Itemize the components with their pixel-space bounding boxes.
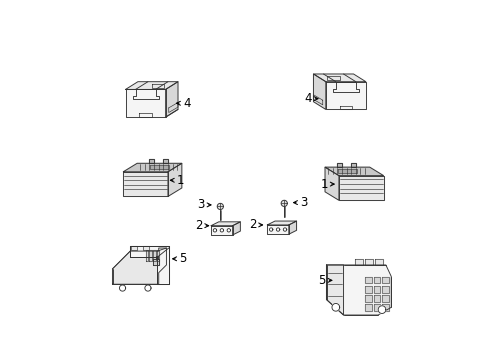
Polygon shape <box>120 285 125 291</box>
Polygon shape <box>145 285 151 291</box>
Polygon shape <box>227 229 230 232</box>
Polygon shape <box>314 74 326 109</box>
Polygon shape <box>382 295 389 302</box>
Polygon shape <box>130 246 169 284</box>
Polygon shape <box>340 105 352 109</box>
Polygon shape <box>113 248 167 284</box>
Polygon shape <box>132 89 159 99</box>
Text: 1: 1 <box>177 174 184 187</box>
Polygon shape <box>355 259 363 265</box>
Polygon shape <box>143 246 149 249</box>
Polygon shape <box>373 286 381 293</box>
Polygon shape <box>211 222 240 226</box>
Polygon shape <box>365 286 372 293</box>
Polygon shape <box>140 113 152 117</box>
Polygon shape <box>382 304 389 311</box>
Polygon shape <box>365 276 372 283</box>
Polygon shape <box>149 249 152 261</box>
Polygon shape <box>233 222 240 235</box>
Polygon shape <box>268 221 296 225</box>
Polygon shape <box>217 203 223 210</box>
Text: 3: 3 <box>300 196 307 209</box>
Polygon shape <box>211 226 233 235</box>
Polygon shape <box>123 172 168 197</box>
Polygon shape <box>314 74 366 82</box>
Polygon shape <box>276 228 280 231</box>
Polygon shape <box>153 259 159 265</box>
Polygon shape <box>281 200 287 206</box>
Polygon shape <box>325 167 339 200</box>
Polygon shape <box>365 295 372 302</box>
Polygon shape <box>149 159 154 163</box>
Polygon shape <box>351 163 356 167</box>
Polygon shape <box>169 103 178 112</box>
Text: 4: 4 <box>304 92 312 105</box>
Polygon shape <box>153 249 156 261</box>
Text: 3: 3 <box>197 198 204 211</box>
Polygon shape <box>327 76 340 80</box>
Polygon shape <box>378 306 386 314</box>
Polygon shape <box>365 259 373 265</box>
Polygon shape <box>365 304 372 311</box>
Text: 5: 5 <box>179 252 187 265</box>
Polygon shape <box>382 276 389 283</box>
Polygon shape <box>270 228 273 231</box>
Polygon shape <box>332 303 340 311</box>
Polygon shape <box>314 95 323 105</box>
Polygon shape <box>327 265 392 315</box>
Polygon shape <box>373 295 381 302</box>
Polygon shape <box>166 82 178 117</box>
Polygon shape <box>337 163 342 167</box>
Polygon shape <box>123 163 182 172</box>
Polygon shape <box>150 165 169 170</box>
Text: 2: 2 <box>195 219 202 232</box>
Polygon shape <box>157 249 159 261</box>
Polygon shape <box>327 265 343 315</box>
Polygon shape <box>382 286 389 293</box>
Polygon shape <box>325 167 384 176</box>
Polygon shape <box>168 163 182 197</box>
Polygon shape <box>220 229 223 232</box>
Polygon shape <box>131 246 137 249</box>
Polygon shape <box>339 176 384 200</box>
Polygon shape <box>333 82 359 92</box>
Text: 4: 4 <box>183 97 191 110</box>
Polygon shape <box>338 169 357 173</box>
Polygon shape <box>163 159 168 163</box>
Text: 1: 1 <box>320 177 328 190</box>
Polygon shape <box>152 84 164 88</box>
Polygon shape <box>156 256 158 259</box>
Polygon shape <box>130 246 169 284</box>
Polygon shape <box>373 304 381 311</box>
Polygon shape <box>375 259 383 265</box>
Polygon shape <box>146 249 148 261</box>
Text: 5: 5 <box>318 274 325 287</box>
Polygon shape <box>373 276 381 283</box>
Polygon shape <box>125 89 166 117</box>
Polygon shape <box>326 82 366 109</box>
Polygon shape <box>213 229 217 232</box>
Polygon shape <box>125 82 178 89</box>
Polygon shape <box>289 221 296 234</box>
Polygon shape <box>283 228 287 231</box>
Text: 2: 2 <box>248 219 256 231</box>
Polygon shape <box>268 225 289 234</box>
